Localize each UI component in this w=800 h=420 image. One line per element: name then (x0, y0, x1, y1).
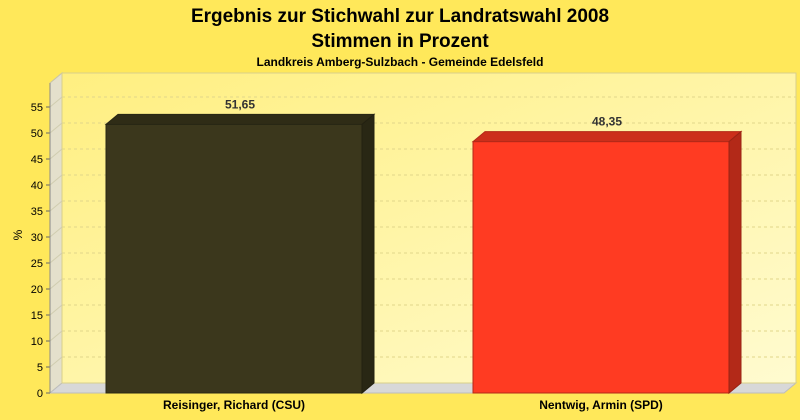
y-tick-label: 0 (37, 388, 43, 400)
grid-line-depth (49, 304, 63, 316)
bar-value-label: 48,35 (592, 115, 622, 129)
chart-subtitle: Landkreis Amberg-Sulzbach - Gemeinde Ede… (257, 55, 544, 69)
y-tick-label: 50 (31, 128, 43, 140)
bar-0: 51,65 (104, 97, 376, 395)
grid-line-depth (49, 174, 63, 186)
y-tick-label: 5 (37, 362, 43, 374)
y-axis-label: % (11, 229, 25, 240)
plot-left-wall (49, 71, 63, 395)
y-tick-label: 40 (31, 180, 43, 192)
grid-line-depth (49, 200, 63, 212)
grid-line-depth (49, 356, 63, 368)
chart-title: Ergebnis zur Stichwahl zur Landratswahl … (191, 6, 609, 27)
bar-top (104, 113, 376, 125)
y-tick-label: 10 (31, 336, 43, 348)
y-tick-label: 30 (31, 232, 43, 244)
y-tick-label: 15 (31, 310, 43, 322)
category-label: Nentwig, Armin (SPD) (539, 398, 663, 412)
y-axis-ticks: 0 5 10 15 20 25 30 35 40 45 50 55 (31, 102, 50, 400)
y-tick-label: 45 (31, 154, 43, 166)
bars: 51,65 48,35 (104, 97, 743, 395)
category-label: Reisinger, Richard (CSU) (163, 398, 305, 412)
y-tick-label: 55 (31, 102, 43, 114)
grid-line-depth (49, 148, 63, 160)
y-tick-label: 35 (31, 206, 43, 218)
category-labels: Reisinger, Richard (CSU) Nentwig, Armin (… (163, 398, 663, 412)
bar-front (105, 123, 363, 394)
bar-side (361, 113, 375, 395)
grid-line-depth (49, 330, 63, 342)
grid-line-depth (49, 122, 63, 134)
chart-title-line2: Stimmen in Prozent (311, 31, 489, 52)
y-tick-label: 20 (31, 284, 43, 296)
grid-line-depth (49, 252, 63, 264)
bar-value-label: 51,65 (225, 97, 255, 111)
bar-1: 48,35 (471, 115, 743, 395)
grid-line-depth (49, 278, 63, 290)
bar-front (472, 141, 730, 394)
y-tick-label: 25 (31, 258, 43, 270)
grid-line-depth (49, 226, 63, 238)
bar-top (471, 131, 743, 143)
bar-side (728, 130, 742, 395)
grid-line-depth (49, 96, 63, 108)
